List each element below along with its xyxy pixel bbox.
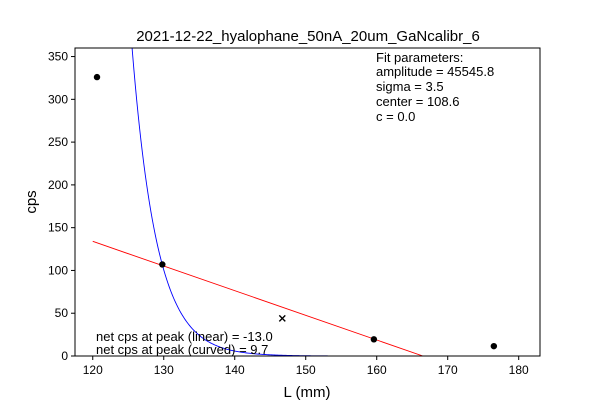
net-cps-linear-annotation: net cps at peak (linear) = -13.0 [96,329,273,344]
chart-title: 2021-12-22_hyalophane_50nA_20um_GaNcalib… [136,28,480,45]
x-tick-label: 150 [296,363,316,377]
fit-parameter-c: c = 0.0 [376,109,415,124]
fit-parameters-box: Fit parameters: amplitude = 45545.8 sigm… [376,50,494,124]
fit-parameters-header: Fit parameters: [376,50,463,65]
x-tick-label: 140 [225,363,245,377]
data-point [490,342,498,350]
x-axis-label: L (mm) [284,384,331,400]
peak-marker [278,314,286,322]
data-point [93,73,101,81]
x-tick-label: 170 [438,363,458,377]
x-tick-label: 120 [83,363,103,377]
y-tick-label: 150 [48,221,68,235]
y-tick-label: 200 [48,178,68,192]
y-axis-label: cps [23,190,40,213]
x-tick-label: 130 [154,363,174,377]
fit-parameter-center: center = 108.6 [376,94,459,109]
data-point [159,261,166,268]
y-tick-label: 250 [48,135,68,149]
net-cps-curved-annotation: net cps at peak (curved) = 9.7 [96,342,268,357]
y-tick-label: 300 [48,92,68,106]
y-tick-label: 50 [55,306,69,320]
y-tick-label: 350 [48,50,68,64]
x-tick-label: 160 [367,363,387,377]
y-tick-label: 0 [61,349,68,363]
fit-parameter-amplitude: amplitude = 45545.8 [376,64,494,79]
data-point [370,336,378,343]
axis-ticks: 120 130 140 150 160 170 180 0 50 100 150 200 250 300 3… [48,50,529,377]
fit-parameter-sigma: sigma = 3.5 [376,79,444,94]
x-tick-label: 180 [509,363,529,377]
data-points [93,73,498,350]
linear-fit-line [92,240,424,356]
plot-frame [74,47,541,357]
y-tick-label: 100 [48,263,68,277]
